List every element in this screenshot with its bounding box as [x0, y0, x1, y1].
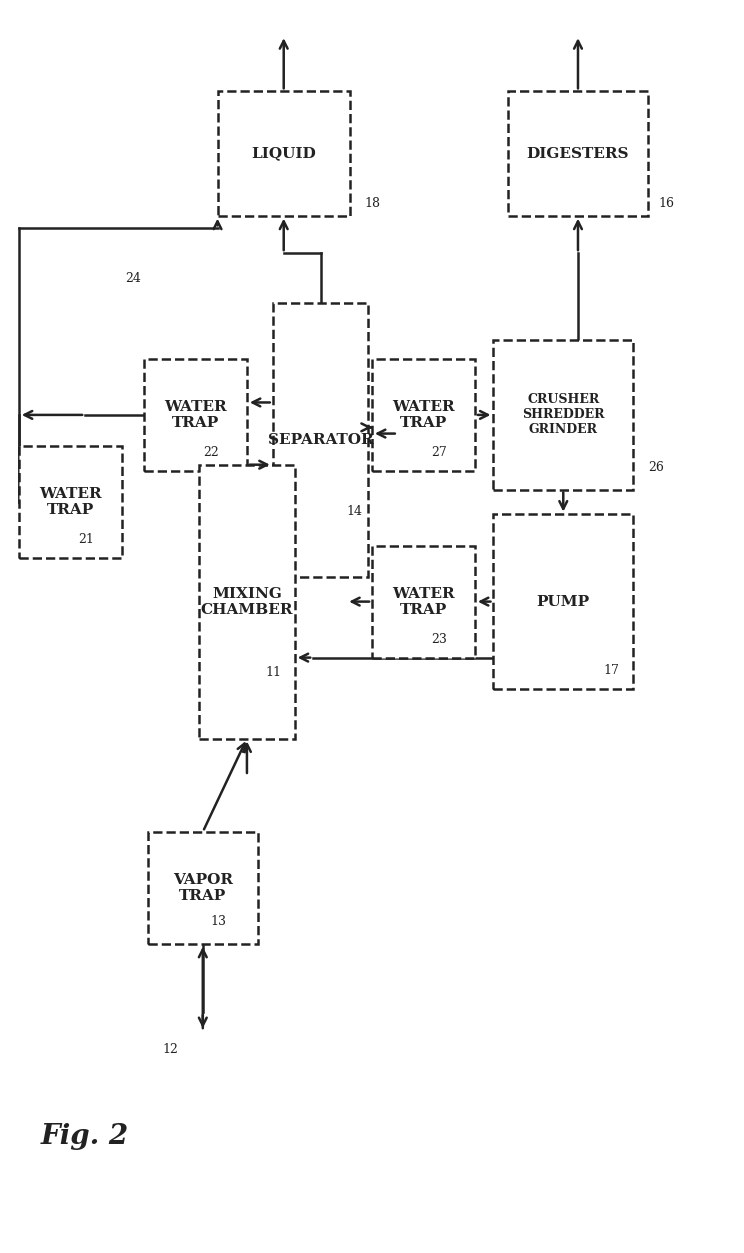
Text: 24: 24 — [126, 272, 141, 284]
Text: 16: 16 — [659, 197, 675, 211]
Text: DIGESTERS: DIGESTERS — [527, 147, 629, 160]
Text: 18: 18 — [365, 197, 381, 211]
Text: 21: 21 — [77, 533, 94, 546]
Text: VAPOR
TRAP: VAPOR TRAP — [173, 873, 233, 903]
Text: WATER
TRAP: WATER TRAP — [392, 586, 455, 616]
Text: 17: 17 — [603, 664, 620, 677]
Text: 22: 22 — [203, 446, 219, 459]
Bar — [144, 358, 247, 471]
Text: 11: 11 — [266, 667, 281, 679]
Bar — [199, 465, 295, 738]
Bar — [147, 832, 258, 944]
Text: WATER
TRAP: WATER TRAP — [39, 487, 102, 517]
Text: SEPARATOR: SEPARATOR — [268, 432, 373, 447]
Text: 26: 26 — [648, 461, 664, 474]
Text: 23: 23 — [431, 633, 446, 645]
Text: Fig. 2: Fig. 2 — [41, 1123, 129, 1150]
Text: CRUSHER
SHREDDER
GRINDER: CRUSHER SHREDDER GRINDER — [522, 393, 605, 436]
Text: WATER
TRAP: WATER TRAP — [164, 400, 227, 430]
Bar — [273, 303, 368, 576]
Bar — [19, 446, 122, 558]
Bar — [508, 91, 648, 216]
Text: 14: 14 — [346, 505, 362, 517]
Bar — [217, 91, 350, 216]
Bar — [493, 341, 633, 490]
Text: MIXING
CHAMBER: MIXING CHAMBER — [201, 586, 293, 616]
Bar — [372, 545, 475, 658]
Text: 13: 13 — [210, 915, 226, 928]
Text: 12: 12 — [162, 1044, 179, 1056]
Bar — [372, 358, 475, 471]
Text: LIQUID: LIQUID — [251, 147, 316, 160]
Text: WATER
TRAP: WATER TRAP — [392, 400, 455, 430]
Text: 27: 27 — [431, 446, 446, 459]
Bar — [493, 515, 633, 689]
Text: PUMP: PUMP — [536, 595, 590, 609]
